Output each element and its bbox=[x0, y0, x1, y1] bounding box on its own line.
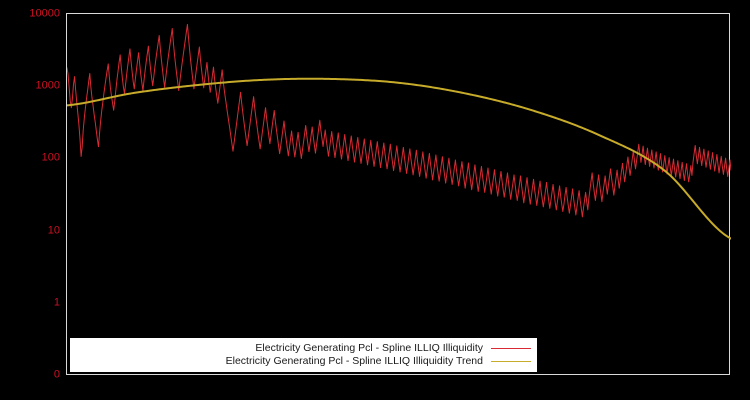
y-axis-tick-label: 1 bbox=[53, 296, 60, 309]
legend-entry-label: Electricity Generating Pcl - Spline ILLI… bbox=[255, 342, 483, 354]
chart-legend: Electricity Generating Pcl - Spline ILLI… bbox=[70, 338, 537, 372]
legend-color-swatch-series bbox=[491, 348, 531, 349]
chart-svg bbox=[67, 23, 731, 240]
y-axis-tick-label: 10 bbox=[47, 224, 60, 237]
series-illiquidity-line bbox=[67, 23, 731, 218]
legend-entry: Electricity Generating Pcl - Spline ILLI… bbox=[76, 342, 531, 355]
y-axis-tick-label: 100 bbox=[41, 151, 60, 164]
series-illiquidity-trend-line bbox=[67, 77, 731, 240]
y-axis-tick-label: 1000 bbox=[35, 79, 60, 92]
plot-area bbox=[66, 13, 731, 375]
legend-color-swatch-trend bbox=[491, 361, 531, 362]
legend-entry: Electricity Generating Pcl - Spline ILLI… bbox=[76, 355, 531, 368]
series-canvas bbox=[67, 14, 731, 374]
y-axis-tick-label: 10000 bbox=[29, 7, 60, 20]
legend-entry-label: Electricity Generating Pcl - Spline ILLI… bbox=[225, 355, 483, 367]
y-axis-tick-label: 0 bbox=[53, 368, 60, 381]
